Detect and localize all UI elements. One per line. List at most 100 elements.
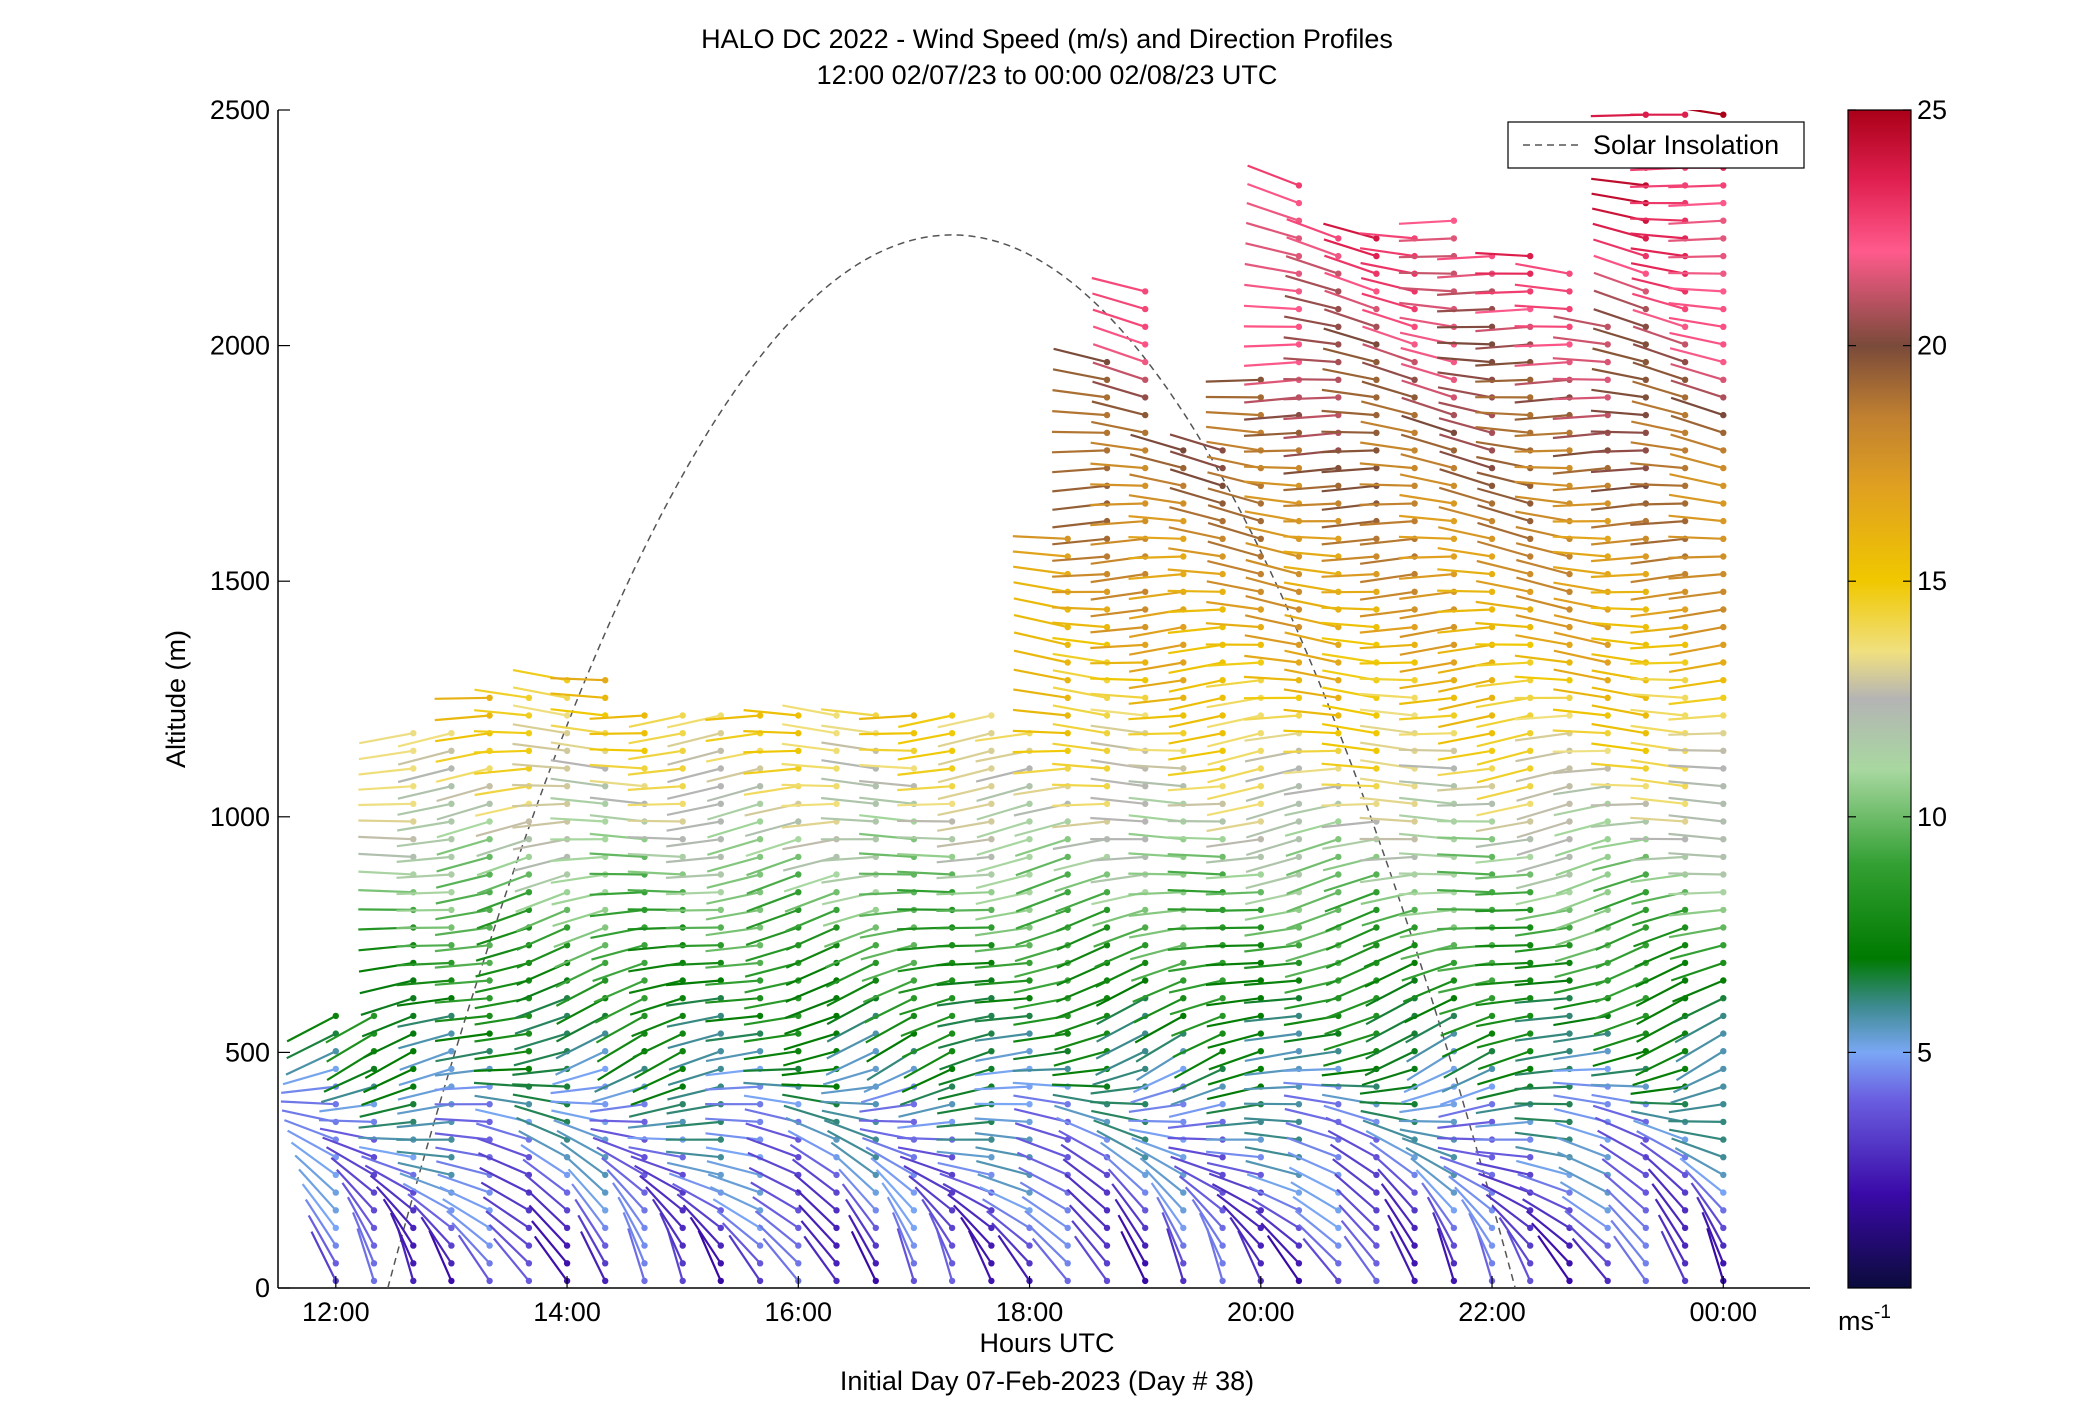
wind-barb-dot	[1642, 305, 1650, 313]
wind-barb-dot	[1720, 341, 1727, 348]
wind-barb-shaft	[1401, 396, 1455, 417]
wind-barb-shaft	[1090, 643, 1146, 650]
wind-barb-dot	[1450, 1154, 1458, 1161]
wind-barb-dot	[1488, 606, 1496, 613]
wind-barb-shaft	[1321, 537, 1377, 546]
wind-barb-dot	[1257, 1242, 1265, 1249]
wind-barb-shaft	[589, 1119, 645, 1123]
wind-barb-dot	[1335, 747, 1342, 754]
wind-barb-dot	[1450, 623, 1458, 631]
wind-barb-dot	[1604, 500, 1611, 507]
wind-barb-shaft	[364, 1164, 414, 1194]
wind-barb-dot	[1373, 323, 1380, 330]
wind-barb-shaft	[1475, 1120, 1531, 1128]
wind-barb-shaft	[936, 855, 992, 864]
wind-barb-dot	[717, 1030, 724, 1037]
wind-barb-shaft	[1168, 643, 1223, 655]
wind-barb-shaft	[589, 1103, 645, 1113]
wind-barb-shaft	[789, 1143, 838, 1176]
wind-barb-dot	[1527, 924, 1534, 931]
wind-barb-shaft	[475, 820, 530, 838]
wind-barb-shaft	[1207, 540, 1262, 558]
wind-barb-shaft	[1591, 653, 1646, 664]
wind-barb-dot	[486, 853, 493, 861]
wind-barb-shaft	[782, 723, 837, 735]
wind-barb-shaft	[555, 1050, 606, 1076]
wind-barb-dot	[332, 1012, 339, 1020]
wind-barb-shaft	[560, 1141, 606, 1176]
wind-barb-shaft	[1514, 979, 1570, 987]
wind-barb-shaft	[863, 1067, 915, 1093]
wind-barb-shaft	[1670, 1085, 1724, 1104]
wind-barb-shaft	[1205, 1120, 1261, 1128]
wind-barb-shaft	[1516, 802, 1570, 821]
wind-barb-shaft	[1437, 371, 1493, 381]
wind-barb-shaft	[1229, 1216, 1262, 1264]
wind-barb-shaft	[1172, 1067, 1224, 1093]
wind-barb-shaft	[743, 1094, 799, 1106]
wind-barb-shaft	[1478, 1172, 1531, 1194]
wind-barb-dot	[1373, 429, 1380, 436]
wind-barb-shaft	[947, 1193, 993, 1229]
wind-barb-shaft	[1283, 1032, 1339, 1043]
wind-barb-dot	[1335, 1260, 1342, 1267]
wind-barb-shaft	[1635, 1032, 1686, 1060]
wind-barb-dot	[988, 800, 995, 807]
wind-barb-dot	[370, 1065, 378, 1073]
wind-barb-shaft	[1012, 535, 1068, 540]
wind-barb-shaft	[477, 1152, 530, 1176]
wind-barb-shaft	[1205, 908, 1261, 913]
wind-barb-dot	[1026, 959, 1033, 967]
wind-barb-dot	[1335, 853, 1342, 861]
wind-barb-dot	[1566, 1101, 1573, 1108]
wind-barb-dot	[1411, 1260, 1418, 1267]
wind-barb-dot	[1026, 1118, 1033, 1126]
wind-barb-shaft	[627, 1228, 646, 1282]
wind-barb-dot	[1411, 677, 1418, 684]
wind-barb-shaft	[1515, 594, 1570, 611]
wind-barb-dot	[1064, 623, 1071, 631]
wind-barb-dot	[1604, 411, 1611, 419]
wind-barb-dot	[1488, 588, 1496, 595]
wind-barb-shaft	[341, 1182, 375, 1229]
wind-barb-shaft	[1630, 816, 1686, 823]
wind-barb-dot	[1450, 570, 1458, 578]
wind-barb-shaft	[1669, 626, 1724, 639]
wind-barb-shaft	[1593, 254, 1647, 275]
wind-barb-dot	[756, 1012, 764, 1020]
wind-barb-dot	[1142, 1154, 1149, 1161]
wind-barb-shaft	[1515, 1145, 1570, 1159]
wind-barb-dot	[1642, 712, 1650, 719]
wind-barb-shaft	[1167, 870, 1223, 876]
wind-barb-shaft	[1284, 979, 1339, 994]
wind-barb-shaft	[550, 692, 606, 699]
wind-barb-shaft	[1207, 785, 1262, 801]
wind-barb-dot	[988, 853, 995, 861]
wind-barb-dot	[1335, 677, 1342, 684]
wind-barb-shaft	[974, 732, 1030, 742]
wind-barb-shaft	[512, 783, 568, 788]
wind-barb-shaft	[1522, 1198, 1571, 1229]
wind-barb-shaft	[897, 836, 953, 841]
wind-barb-shaft	[1168, 661, 1223, 674]
wind-barb-dot	[641, 959, 648, 967]
wind-barb-shaft	[1245, 785, 1300, 802]
wind-barb-dot	[1026, 1189, 1033, 1196]
wind-barb-dot	[1295, 623, 1303, 631]
wind-barb-dot	[988, 924, 995, 931]
wind-barb-dot	[910, 1242, 918, 1249]
wind-barb-dot	[1257, 765, 1265, 772]
wind-barb-shaft	[1359, 1085, 1415, 1095]
wind-barb-dot	[1527, 889, 1534, 896]
wind-barb-dot	[717, 1242, 724, 1249]
wind-barb-shaft	[1514, 449, 1570, 453]
wind-barb-shaft	[782, 855, 837, 872]
wind-barb-dot	[1642, 270, 1650, 277]
wind-barb-dot	[1411, 464, 1418, 472]
wind-barb-dot	[525, 1277, 533, 1285]
wind-barb-dot	[1450, 712, 1458, 719]
wind-barb-shaft	[746, 855, 799, 877]
wind-barb-shaft	[1557, 1151, 1609, 1176]
wind-barb-shaft	[785, 926, 837, 951]
wind-barb-shaft	[1633, 1119, 1686, 1141]
